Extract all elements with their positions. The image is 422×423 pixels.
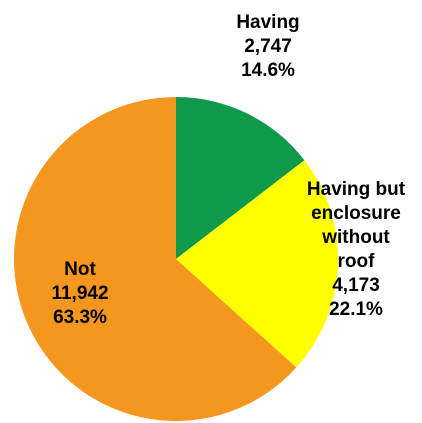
slice-2-count: 11,942: [51, 283, 108, 304]
pie-slice-2: [14, 97, 297, 421]
pie-labels: Having 2,747 14.6% Having but enclosure witho…: [51, 12, 405, 328]
slice-2-label-line-0: Not: [64, 259, 96, 280]
slice-0-label-line-0: Having: [236, 12, 299, 33]
slice-1-percent: 22.1%: [329, 299, 383, 320]
slice-1-label-line-3: roof: [338, 251, 376, 272]
slice-1-label-line-2: without: [321, 227, 390, 248]
pie-slice-1: [176, 160, 339, 368]
slice-1-count: 4,173: [332, 275, 380, 296]
pie-slice-0: [176, 97, 305, 259]
slice-0-percent: 14.6%: [241, 60, 295, 81]
slice-1-label-line-0: Having but: [307, 179, 406, 200]
slice-1-label-line-1: enclosure: [311, 203, 401, 224]
slice-0-count: 2,747: [244, 36, 292, 57]
slice-2-percent: 63.3%: [53, 307, 107, 328]
pie-slices: [14, 97, 339, 421]
